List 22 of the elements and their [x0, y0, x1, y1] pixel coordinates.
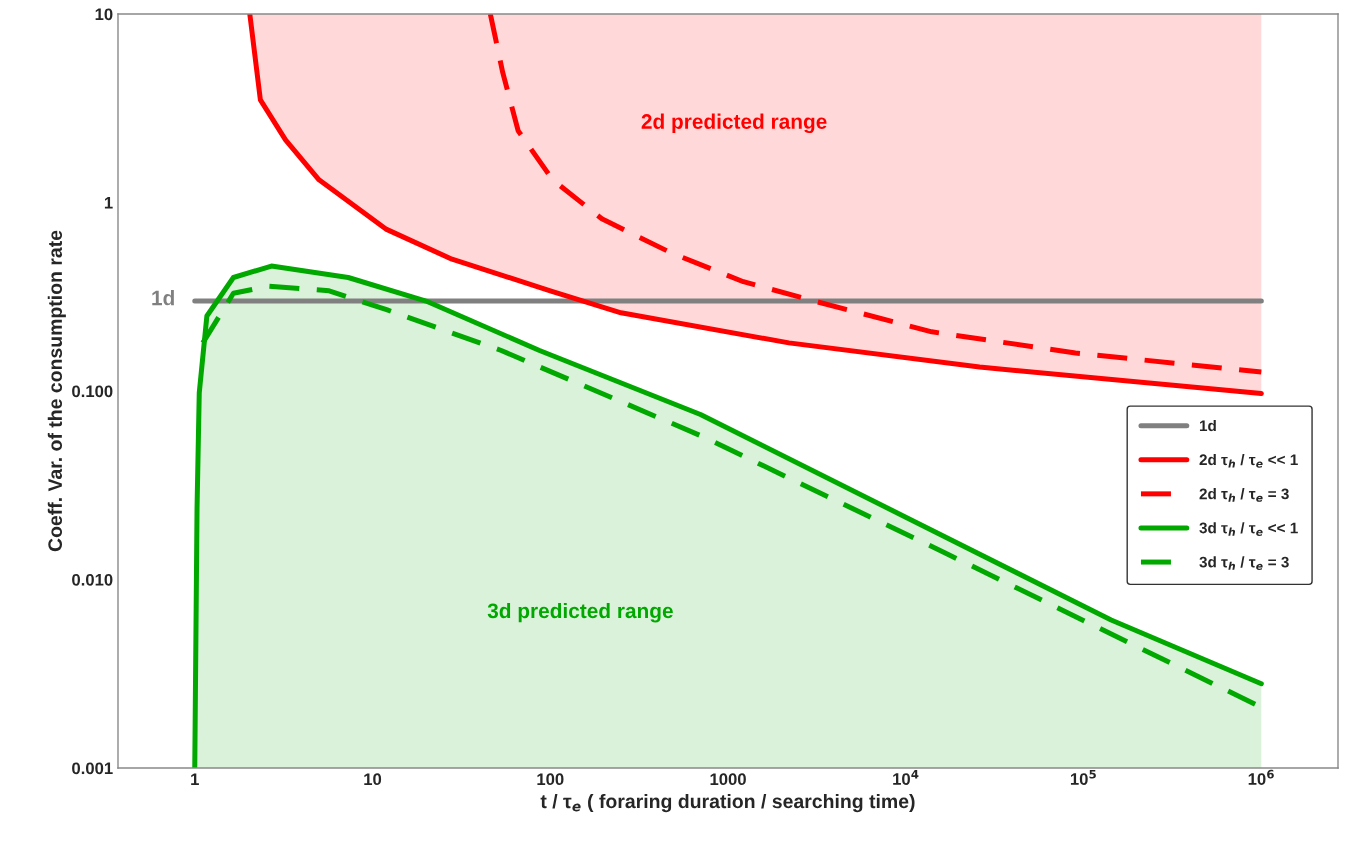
x-tick-label: 100: [537, 773, 564, 786]
legend-label: 2d τ$_{h}$ / τ$_{e}$ << 1: [1199, 453, 1298, 468]
x-tick-label: 1: [191, 773, 199, 785]
legend-label: 3d τ$_{h}$ / τ$_{e}$ = 3: [1199, 556, 1289, 570]
y-tick-label: 10: [95, 8, 113, 21]
legend-label: 3d τ$_{h}$ / τ$_{e}$ << 1: [1199, 522, 1298, 536]
annotation: 1d: [152, 290, 174, 306]
annotation: 3d predicted range: [487, 602, 673, 623]
x-tick-label: 1000: [710, 773, 746, 786]
annotation: 2d predicted range: [641, 113, 827, 134]
legend-label: 2d τ$_{h}$ / τ$_{e}$ = 3: [1199, 488, 1289, 502]
x-tick-label: 10$^{6}$: [1248, 769, 1274, 785]
x-tick-label: 10$^{5}$: [1070, 769, 1096, 785]
x-tick-label: 10$^{4}$: [893, 769, 919, 785]
x-tick-label: 10: [364, 773, 382, 786]
legend-label: 1d: [1199, 419, 1216, 432]
y-tick-label: 0.100: [72, 385, 113, 398]
y-axis-title: Coeff. Var. of the consumption rate: [47, 230, 66, 552]
y-tick-label: 0.001: [72, 762, 113, 775]
y-tick-label: 0.010: [72, 573, 113, 586]
y-tick-label: 1: [104, 197, 113, 209]
x-axis-title: t / τ$_{e}$ ( foraring duration / searching time): [540, 793, 915, 813]
